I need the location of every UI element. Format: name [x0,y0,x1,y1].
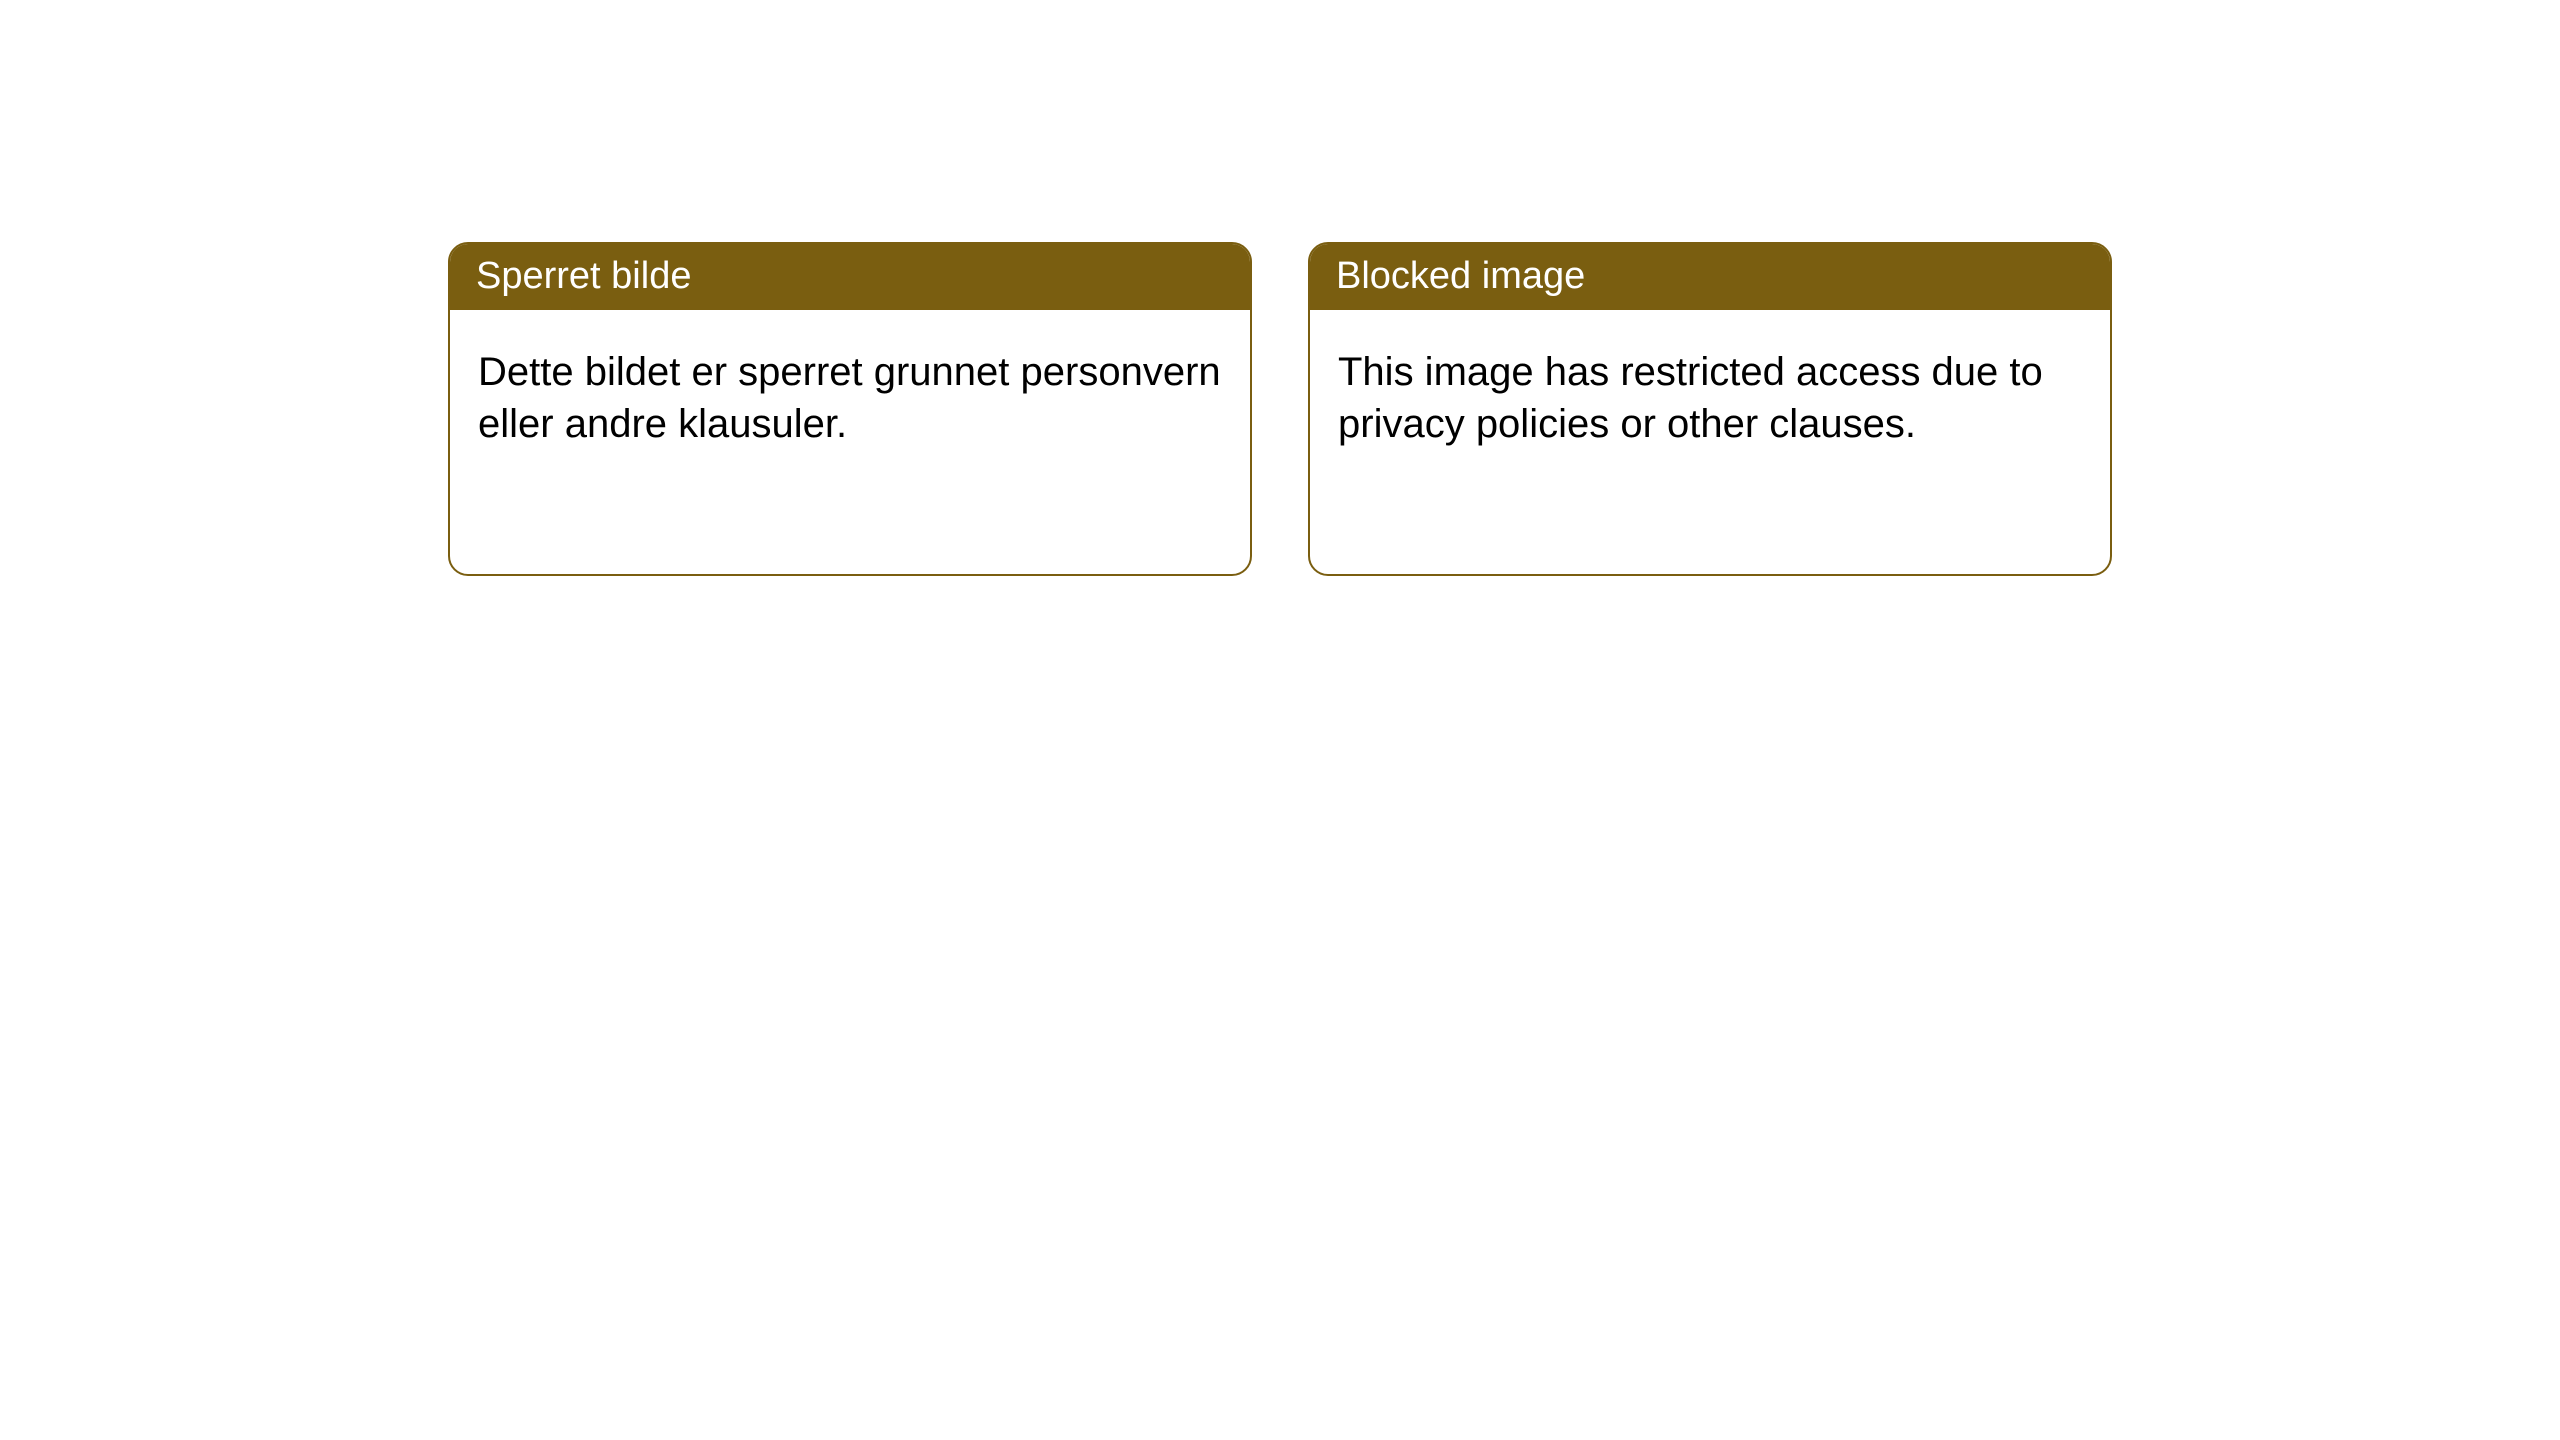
cards-container: Sperret bilde Dette bildet er sperret gr… [448,242,2112,576]
blocked-image-card-en: Blocked image This image has restricted … [1308,242,2112,576]
card-body: Dette bildet er sperret grunnet personve… [450,310,1250,486]
blocked-image-card-no: Sperret bilde Dette bildet er sperret gr… [448,242,1252,576]
card-header-text: Sperret bilde [476,255,691,297]
card-header: Sperret bilde [450,244,1250,310]
card-body-text: Dette bildet er sperret grunnet personve… [478,350,1221,446]
card-header: Blocked image [1310,244,2110,310]
card-body-text: This image has restricted access due to … [1338,350,2043,446]
card-header-text: Blocked image [1336,255,1585,297]
card-body: This image has restricted access due to … [1310,310,2110,486]
